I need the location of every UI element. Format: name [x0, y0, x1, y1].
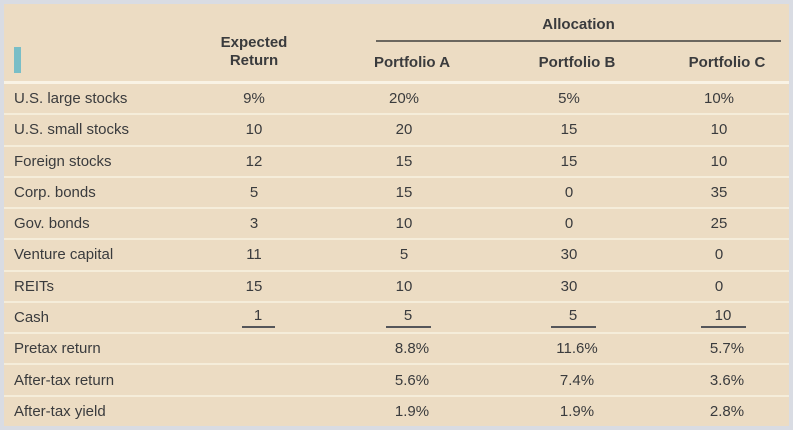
allocation-title: Allocation [542, 16, 615, 33]
expected-return-value: 5 [249, 183, 259, 201]
portfolio-b-value: 7.4% [559, 371, 595, 389]
row-label: After-tax return [14, 371, 115, 389]
portfolio-b-value: 0 [564, 183, 574, 201]
portfolio-column-headers: Portfolio A Portfolio B Portfolio C [319, 42, 789, 81]
table-row: Gov. bonds 3 10 0 25 [4, 207, 789, 238]
portfolio-c-value: 0 [714, 277, 724, 295]
table-row: After-tax yield 1.9% 1.9% 2.8% [4, 394, 789, 426]
portfolio-b-value: 15 [560, 152, 578, 170]
expected-return-value: 15 [245, 277, 263, 295]
teal-caret-marker-icon [14, 47, 21, 73]
portfolio-b-value: 0 [564, 215, 574, 233]
portfolio-c-value: 0 [714, 246, 724, 264]
allocation-underline [376, 40, 781, 42]
portfolio-a-value: 15 [395, 152, 413, 170]
row-label: Venture capital [14, 246, 114, 264]
expected-return-value: 10 [245, 121, 263, 139]
table-header: Expected Return Allocation Portfolio A P… [4, 4, 789, 84]
sum-underlined-value: 5 [550, 307, 596, 328]
portfolio-a-value: 15 [395, 183, 413, 201]
sum-underlined-value: 5 [385, 307, 431, 328]
portfolio-c-value: 3.6% [709, 371, 745, 389]
row-label: U.S. large stocks [14, 90, 128, 108]
portfolio-a-value: 1.9% [394, 402, 430, 420]
portfolio-b-value: 30 [560, 246, 578, 264]
portfolio-c-value: 10% [703, 90, 735, 108]
column-header-portfolio-b: Portfolio B [538, 54, 616, 71]
portfolio-a-value: 5 [319, 307, 489, 328]
portfolio-c-value: 10 [649, 307, 789, 328]
table-row: Cash 1 5 5 10 [4, 300, 789, 332]
portfolio-c-value: 10 [710, 121, 728, 139]
portfolio-b-value: 1.9% [559, 402, 595, 420]
row-label: Corp. bonds [14, 183, 96, 201]
expected-return-value: 11 [246, 246, 262, 264]
portfolio-c-value: 25 [710, 215, 728, 233]
portfolio-c-value: 2.8% [709, 402, 745, 420]
column-header-portfolio-a: Portfolio A [373, 54, 451, 71]
expected-return-line1: Expected [220, 34, 288, 51]
portfolio-a-value: 5 [399, 246, 409, 264]
row-label: Foreign stocks [14, 152, 112, 170]
portfolio-b-value: 5 [489, 307, 649, 328]
table-row: After-tax return 5.6% 7.4% 3.6% [4, 363, 789, 394]
table-row: REITs 15 10 30 0 [4, 269, 789, 301]
header-stub-cell [4, 4, 189, 81]
portfolio-a-value: 20 [395, 121, 413, 139]
row-label: After-tax yield [14, 402, 106, 420]
expected-return-value: 9% [243, 90, 265, 108]
portfolio-c-value: 5.7% [709, 340, 745, 358]
portfolio-b-value: 5% [558, 90, 580, 108]
table-row: Corp. bonds 5 15 0 35 [4, 175, 789, 207]
table-row: U.S. large stocks 9% 20% 5% 10% [4, 84, 789, 113]
row-label: REITs [14, 277, 55, 295]
table-body: U.S. large stocks 9% 20% 5% 10% U.S. small st… [4, 84, 789, 426]
portfolio-a-value: 8.8% [394, 340, 430, 358]
portfolio-a-value: 10 [395, 277, 413, 295]
column-header-portfolio-c: Portfolio C [688, 54, 766, 71]
portfolio-b-value: 15 [560, 121, 578, 139]
portfolio-a-value: 10 [395, 215, 413, 233]
allocation-group-header: Allocation Portfolio A Portfolio B Portf… [319, 4, 789, 81]
expected-return-value: 3 [249, 215, 259, 233]
table-row: Foreign stocks 12 15 15 10 [4, 144, 789, 176]
sum-underlined-value: 10 [700, 307, 746, 328]
row-label: Gov. bonds [14, 215, 90, 233]
row-label: Pretax return [14, 340, 101, 358]
expected-return-value: 12 [245, 152, 263, 170]
portfolio-a-value: 5.6% [394, 371, 430, 389]
row-label: Cash [14, 308, 50, 326]
table-row: Venture capital 11 5 30 0 [4, 238, 789, 269]
portfolio-b-value: 30 [560, 277, 578, 295]
table-row: U.S. small stocks 10 20 15 10 [4, 113, 789, 144]
portfolio-b-value: 11.6% [556, 340, 598, 358]
column-header-expected-return: Expected Return [189, 4, 319, 81]
row-label: U.S. small stocks [14, 121, 130, 139]
portfolio-c-value: 35 [710, 183, 728, 201]
portfolio-a-value: 20% [388, 90, 420, 108]
sum-underlined-value: 1 [241, 307, 275, 328]
expected-return-value: 1 [189, 307, 319, 328]
portfolio-c-value: 10 [710, 152, 728, 170]
expected-return-line2: Return [229, 52, 279, 69]
table-row: Pretax return 8.8% 11.6% 5.7% [4, 332, 789, 363]
